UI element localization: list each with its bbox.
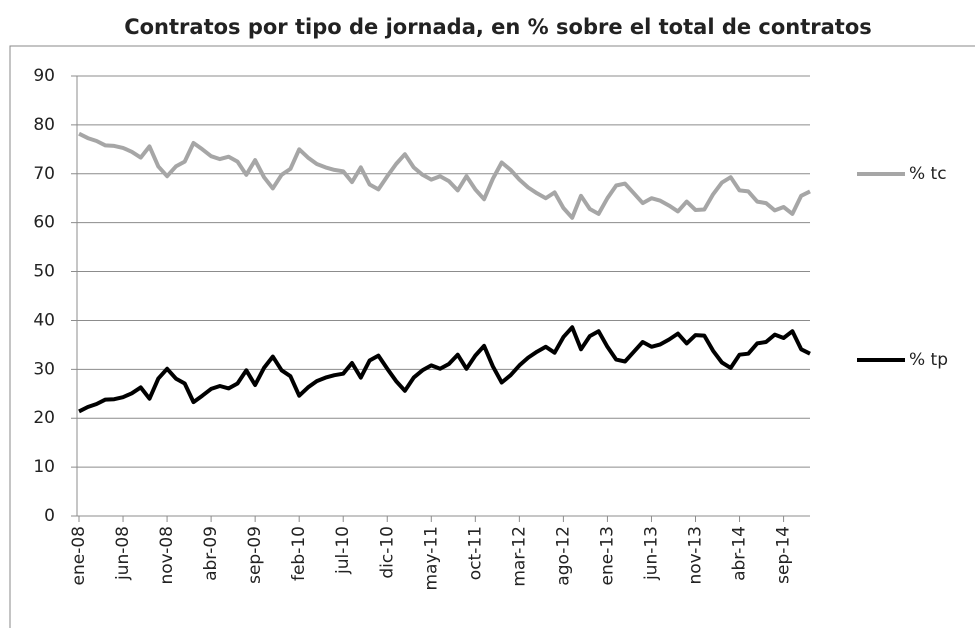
x-tick-label: mar-12 [509,526,529,587]
y-tick-label: 70 [33,164,55,184]
x-tick-label: sep-14 [774,526,794,584]
x-tick-label: nov-13 [686,526,706,585]
y-tick-label: 90 [33,66,55,86]
chart-title: Contratos por tipo de jornada, en % sobr… [124,15,872,39]
y-tick-label: 0 [44,506,55,526]
x-tick-label: ene-13 [597,526,617,585]
legend-label: % tc [909,164,947,184]
x-tick-label: jun-13 [641,526,661,581]
series-line [78,131,811,220]
y-tick-label: 80 [33,115,55,135]
y-tick-label: 60 [33,213,55,233]
x-tick-label: feb-10 [289,526,309,581]
y-tick-label: 10 [33,457,55,477]
x-tick-label: jul-10 [333,526,353,575]
legend-label: % tp [909,350,948,370]
y-tick-label: 20 [33,408,55,428]
y-tick-label: 50 [33,262,55,282]
x-tick-label: jun-08 [113,526,133,581]
x-tick-label: dic-10 [377,526,397,579]
x-tick-label: ago-12 [553,526,573,586]
series-line [78,325,811,414]
x-tick-label: abr-14 [730,526,750,581]
x-tick-label: sep-09 [245,526,265,584]
x-tick-label: ene-08 [69,526,89,585]
x-tick-label: may-11 [421,526,441,591]
x-tick-label: nov-08 [157,526,177,585]
x-tick-label: abr-09 [201,526,221,581]
y-tick-label: 40 [33,310,55,330]
y-tick-label: 30 [33,359,55,379]
x-tick-label: oct-11 [465,526,485,580]
chart-border [9,45,975,628]
